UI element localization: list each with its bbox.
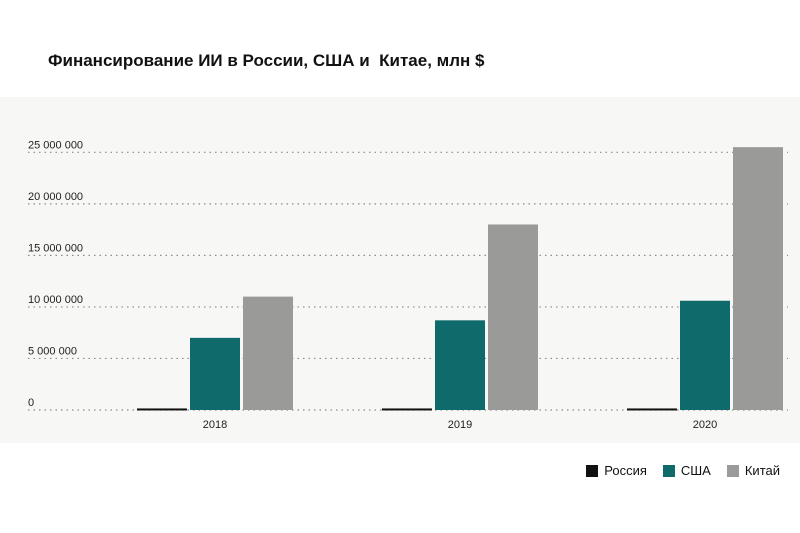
x-axis-labels: 2018 2019 2020 — [203, 419, 717, 431]
chart-title: Финансирование ИИ в России, США и Китае,… — [48, 51, 485, 70]
bar-russia-2020 — [627, 408, 677, 411]
bar-usa-2018 — [190, 337, 240, 410]
bars — [137, 147, 783, 411]
bar-china-2020 — [733, 147, 783, 410]
legend-swatch — [586, 464, 599, 477]
x-tick-label: 2020 — [693, 419, 717, 431]
bar-china-2019 — [488, 224, 538, 410]
y-axis-ticks: 0 5 000 000 10 000 000 15 000 000 20 000 000… — [28, 139, 83, 409]
legend: Россия США Китай — [586, 463, 780, 478]
y-tick-label: 10 000 000 — [28, 294, 83, 306]
bar-usa-2020 — [680, 300, 730, 410]
bar-russia-2018 — [137, 408, 187, 411]
legend-item: Китай — [726, 463, 780, 478]
x-tick-label: 2018 — [203, 419, 227, 431]
legend-label: Россия — [604, 463, 647, 478]
bar-china-2018 — [243, 296, 293, 410]
legend-item: США — [662, 463, 711, 478]
y-tick-label: 20 000 000 — [28, 191, 83, 203]
bar-usa-2019 — [435, 320, 485, 410]
y-tick-label: 25 000 000 — [28, 139, 83, 151]
gridlines — [28, 151, 788, 411]
legend-swatch — [662, 464, 675, 477]
bar-russia-2019 — [382, 408, 432, 411]
legend-item: Россия — [586, 463, 647, 478]
y-tick-label: 0 — [28, 397, 34, 409]
y-tick-label: 5 000 000 — [28, 345, 77, 357]
y-tick-label: 15 000 000 — [28, 242, 83, 254]
legend-label: Китай — [744, 463, 780, 478]
legend-swatch — [726, 464, 739, 477]
plot-background — [0, 97, 800, 443]
x-tick-label: 2019 — [448, 419, 472, 431]
legend-label: США — [680, 463, 711, 478]
